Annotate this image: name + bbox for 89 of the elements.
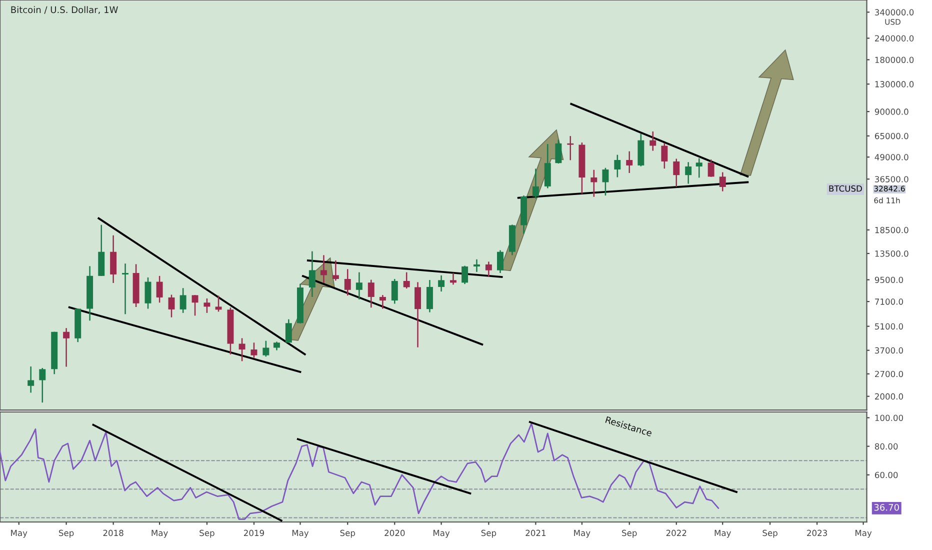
candlestick: [450, 272, 456, 286]
candlestick: [285, 318, 292, 344]
candlestick: [590, 169, 598, 198]
y-tick-label: 180000.0: [875, 56, 914, 64]
candlestick: [497, 250, 504, 274]
candlestick: [39, 367, 46, 404]
candlestick: [379, 294, 386, 310]
x-tick-label: Sep: [58, 530, 74, 538]
y-tick-label: 7100.0: [875, 298, 904, 305]
candlestick: [474, 258, 480, 273]
y-tick-label: 100.00: [875, 414, 904, 422]
candlestick: [462, 265, 468, 285]
y-tick-label: 18500.0: [875, 226, 908, 234]
candlestick: [156, 275, 163, 304]
x-tick-label: Sep: [481, 530, 496, 538]
candlestick: [555, 139, 562, 164]
candlestick: [626, 150, 633, 174]
x-tick-label: May: [855, 530, 872, 538]
candlestick: [485, 261, 492, 278]
x-tick-label: May: [11, 530, 28, 538]
candlestick: [28, 366, 34, 394]
candlestick: [344, 268, 351, 296]
candlestick: [685, 161, 692, 184]
candlestick: [63, 327, 70, 368]
candlestick: [614, 154, 621, 178]
x-tick-label: 2022: [666, 530, 686, 536]
candlestick: [650, 130, 656, 152]
x-tick-label: 2018: [103, 530, 124, 536]
annotation: BTCUSD: [829, 185, 862, 192]
candlestick: [320, 254, 327, 284]
text: Bitcoin / U.S. Dollar, 1W: [11, 6, 118, 14]
candlestick: [708, 158, 714, 178]
candlestick: [356, 272, 362, 300]
candlestick: [332, 260, 339, 282]
candlestick: [204, 298, 210, 314]
x-tick-label: Sep: [622, 530, 637, 538]
y-tick-label: 5100.0: [875, 323, 904, 330]
y-tick-label: 240000.0: [875, 35, 914, 42]
candlestick: [414, 282, 422, 348]
candlestick: [122, 262, 128, 315]
y-tick-label: 2700.0: [875, 370, 904, 378]
y-tick-label: 90000.0: [874, 108, 908, 115]
x-tick-label: Sep: [762, 530, 778, 538]
x-tick-label: May: [574, 530, 590, 538]
y-tick-label: 49000.0: [874, 154, 908, 160]
candlestick: [426, 279, 433, 313]
x-tick-label: 2023: [807, 530, 827, 536]
candlestick: [308, 250, 316, 298]
x-tick-label: 2019: [244, 530, 264, 536]
y-tick-label: 3700.0: [875, 347, 904, 354]
candlestick: [110, 234, 117, 284]
candlestick: [391, 278, 398, 304]
x-tick-label: Sep: [340, 530, 356, 538]
x-tick-label: 2021: [526, 530, 546, 536]
candlestick: [215, 295, 222, 312]
candlestick: [696, 158, 702, 178]
candlestick: [368, 279, 374, 308]
y-tick-label: 2000.0: [875, 393, 904, 400]
y-tick-label: 9500.0: [874, 276, 904, 284]
y-tick-label: 80.00: [874, 443, 898, 450]
candlestick: [192, 294, 198, 316]
candlestick: [403, 272, 410, 290]
candlestick: [168, 294, 175, 318]
y-tick-label: 130000.0: [875, 81, 914, 88]
candlestick: [602, 167, 609, 196]
text: 36.70: [874, 504, 899, 511]
y-tick-label: 36500.0: [875, 176, 908, 182]
candlestick: [238, 338, 246, 362]
candlestick: [180, 287, 186, 314]
y-tick-label: 13500.0: [875, 250, 908, 257]
candlestick: [673, 158, 680, 188]
candlestick: [144, 276, 152, 310]
x-tick-label: Sep: [200, 530, 214, 538]
candlestick: [262, 340, 270, 358]
y-tick-label: 60.00: [874, 472, 898, 478]
candlestick: [544, 143, 551, 189]
x-tick-label: 2020: [384, 530, 405, 536]
candlestick: [567, 135, 574, 161]
x-tick-label: May: [152, 530, 168, 538]
x-tick-label: May: [292, 530, 309, 538]
y-tick-label: 340000.0: [875, 9, 914, 16]
x-tick-label: May: [714, 530, 731, 538]
candlestick: [250, 342, 258, 358]
x-tick-label: May: [433, 530, 450, 538]
candlestick: [438, 274, 445, 292]
y-tick-label: 65000.0: [874, 132, 908, 140]
candlestick: [661, 142, 668, 170]
candlestick: [532, 168, 539, 200]
candlestick: [719, 172, 726, 192]
